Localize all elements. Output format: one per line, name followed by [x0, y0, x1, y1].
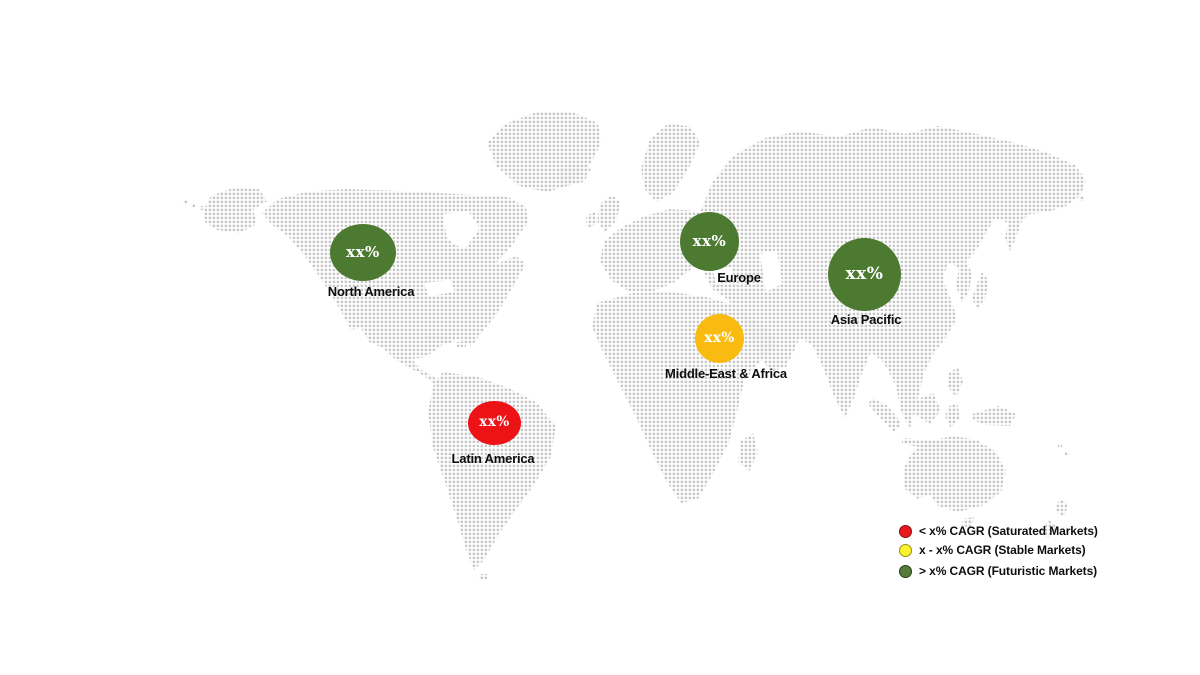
continent-australia: [903, 436, 1006, 512]
region-value-north-america: xx%: [346, 243, 380, 261]
legend-item-saturated: < x% CAGR (Saturated Markets): [899, 524, 1098, 538]
region-value-latin-america: xx%: [479, 414, 510, 431]
legend-item-stable: x - x% CAGR (Stable Markets): [899, 543, 1086, 557]
island-borneo: [914, 393, 941, 424]
region-bubble-latin-america: xx%: [468, 401, 521, 445]
region-label-middle-east-africa: Middle-East & Africa: [665, 366, 787, 381]
island-sumatra: [868, 398, 902, 432]
island-falkland: [479, 574, 487, 579]
island-new-zealand-north: [1055, 498, 1068, 517]
island-sulawesi: [945, 402, 960, 428]
island-iceland: [557, 162, 591, 186]
ne-siberia-islands: [1068, 172, 1084, 201]
legend-label-saturated: < x% CAGR (Saturated Markets): [919, 524, 1098, 538]
region-value-asia-pacific: xx%: [845, 264, 884, 284]
island-madagascar: [738, 433, 758, 472]
aleutian-islands: [183, 200, 203, 210]
region-label-north-america: North America: [327, 284, 415, 299]
island-new-guinea: [972, 406, 1016, 426]
continent-north-america: [262, 189, 528, 387]
region-label-europe: Europe: [717, 270, 761, 285]
legend-dot-red: [899, 524, 912, 538]
region-label-asia-pacific: Asia Pacific: [830, 312, 902, 327]
island-ireland: [586, 211, 597, 228]
island-philippines: [947, 367, 963, 397]
region-bubble-middle-east-africa: xx%: [695, 314, 744, 363]
legend-dot-yellow: [899, 543, 912, 557]
region-bubble-europe: xx%: [680, 212, 739, 271]
island-cuba: [424, 335, 453, 343]
region-scandinavia: [641, 123, 700, 202]
legend-item-futuristic: > x% CAGR (Futuristic Markets): [899, 564, 1097, 578]
island-japan: [972, 272, 989, 309]
region-bubble-asia-pacific: xx%: [828, 238, 901, 311]
pacific-islands: [1058, 444, 1069, 455]
continent-alaska: [203, 188, 267, 233]
region-label-latin-america: Latin America: [451, 451, 535, 466]
legend-label-futuristic: > x% CAGR (Futuristic Markets): [919, 564, 1098, 578]
island-tasmania: [962, 517, 974, 528]
continent-south-america: [428, 372, 556, 570]
island-new-zealand-south: [1040, 520, 1058, 539]
region-value-middle-east-africa: xx%: [704, 329, 735, 346]
island-hispaniola: [457, 342, 466, 347]
region-value-europe: xx%: [692, 232, 727, 250]
legend-label-stable: x - x% CAGR (Stable Markets): [919, 543, 1086, 557]
region-bubble-north-america: xx%: [330, 224, 396, 281]
legend-dot-green: [899, 564, 912, 578]
island-great-britain: [597, 195, 621, 232]
